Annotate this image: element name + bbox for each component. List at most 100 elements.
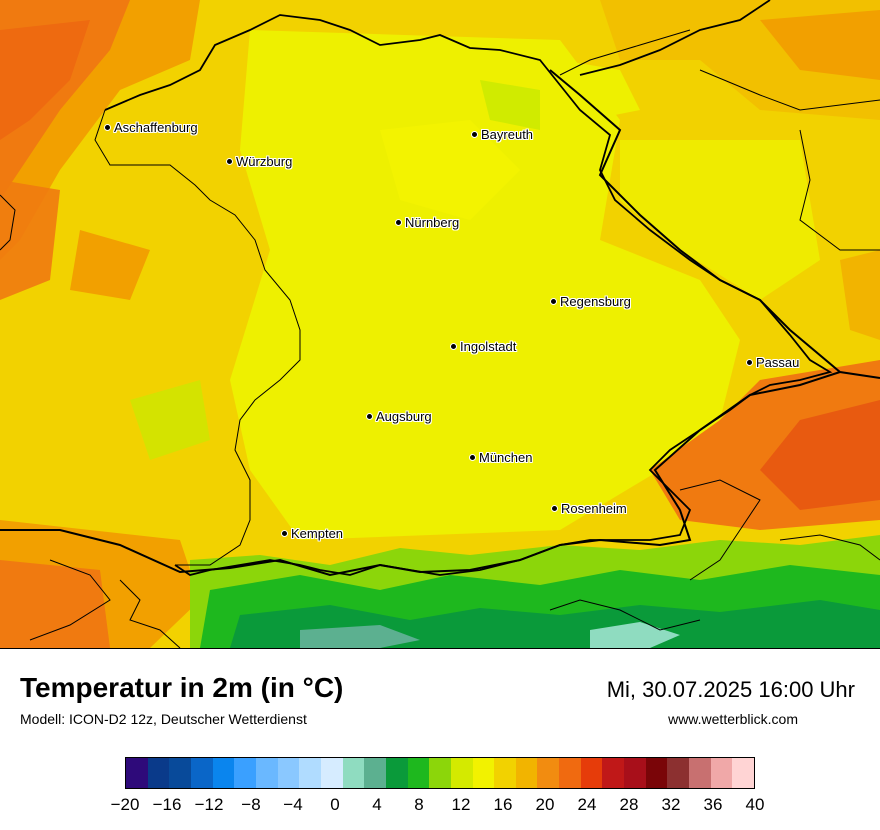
colorbar-tick-label: −8 bbox=[241, 795, 261, 814]
colorbar-tick-label: 16 bbox=[493, 795, 513, 814]
city-dot bbox=[471, 130, 478, 138]
colorbar-tick-label: 36 bbox=[703, 795, 723, 814]
city-marker: Passau bbox=[746, 354, 799, 370]
colorbar-swatch bbox=[277, 758, 300, 788]
colorbar-tick-label: 24 bbox=[577, 795, 597, 814]
hot-zone bbox=[760, 400, 880, 510]
city-dot bbox=[551, 504, 558, 512]
state-border bbox=[119, 579, 181, 648]
state-border bbox=[779, 534, 880, 561]
colorbar-swatch bbox=[407, 758, 430, 788]
state-border bbox=[0, 194, 16, 251]
city-dot bbox=[746, 358, 753, 366]
city-dot bbox=[366, 412, 373, 420]
hot-zone bbox=[0, 20, 90, 140]
colorbar-swatch bbox=[472, 758, 495, 788]
city-label: Augsburg bbox=[376, 408, 432, 424]
colorbar-tick-label: 4 bbox=[372, 795, 382, 814]
colorbar-swatch bbox=[515, 758, 538, 788]
colorbar-swatch bbox=[147, 758, 170, 788]
colorbar-tick-label: 40 bbox=[745, 795, 765, 814]
colorbar-swatch bbox=[537, 758, 560, 788]
city-label: Rosenheim bbox=[561, 500, 627, 516]
city-label: Bayreuth bbox=[481, 126, 534, 142]
colorbar-swatch bbox=[710, 758, 733, 788]
state-border bbox=[549, 599, 701, 631]
state-border bbox=[94, 109, 301, 566]
colorbar-swatch bbox=[385, 758, 408, 788]
city-marker: Nürnberg bbox=[395, 214, 459, 230]
state-border bbox=[799, 129, 880, 251]
colorbar-tick-label: −16 bbox=[152, 795, 182, 814]
country-border bbox=[579, 0, 771, 76]
model-info: Modell: ICON-D2 12z, Deutscher Wetterdie… bbox=[20, 711, 307, 727]
colorbar-swatch bbox=[429, 758, 451, 788]
city-dot bbox=[104, 123, 111, 131]
temperature-map: Aschaffenburg Würzburg Bayreuth Nürnberg… bbox=[0, 0, 880, 649]
country-border bbox=[0, 371, 841, 577]
city-dot bbox=[226, 157, 233, 165]
colorbar-tick-label: 8 bbox=[414, 795, 424, 814]
map-canvas bbox=[0, 0, 880, 648]
warm-zone bbox=[230, 30, 740, 540]
warm-zone bbox=[480, 80, 540, 130]
colorbar-swatch bbox=[126, 758, 148, 788]
city-marker: Augsburg bbox=[366, 408, 432, 424]
state-border bbox=[699, 69, 880, 111]
city-label: Aschaffenburg bbox=[114, 119, 198, 135]
city-label: Nürnberg bbox=[405, 214, 460, 230]
colorbar-swatch bbox=[190, 758, 213, 788]
hot-zone bbox=[760, 10, 880, 80]
city-dot bbox=[550, 297, 557, 305]
city-marker: Kempten bbox=[281, 525, 343, 541]
colorbar-tick-label: −4 bbox=[283, 795, 303, 814]
city-label: Passau bbox=[756, 354, 800, 370]
city-marker: München bbox=[469, 449, 532, 465]
website-label: www.wetterblick.com bbox=[668, 711, 798, 727]
city-label: Ingolstadt bbox=[460, 338, 517, 354]
city-marker: Ingolstadt bbox=[450, 338, 516, 354]
colorbar-swatch bbox=[234, 758, 256, 788]
colorbar-tick-label: 28 bbox=[619, 795, 639, 814]
city-marker: Rosenheim bbox=[551, 500, 627, 516]
state-border bbox=[679, 479, 761, 581]
colorbar-swatch bbox=[450, 758, 473, 788]
map-title: Temperatur in 2m (in °C) bbox=[20, 672, 344, 703]
hot-zone bbox=[0, 560, 110, 648]
colorbar-tick-label: 12 bbox=[451, 795, 471, 814]
city-label: München bbox=[479, 449, 533, 465]
temperature-colorbar bbox=[125, 757, 755, 789]
colorbar-swatch bbox=[320, 758, 343, 788]
colorbar-swatch bbox=[624, 758, 646, 788]
colorbar-tick-label: 0 bbox=[330, 795, 340, 814]
city-marker: Aschaffenburg bbox=[104, 119, 198, 135]
colorbar-swatch bbox=[342, 758, 365, 788]
colorbar-swatch bbox=[255, 758, 278, 788]
warm-zone bbox=[130, 380, 210, 460]
colorbar-swatch bbox=[364, 758, 386, 788]
colorbar-swatch bbox=[559, 758, 581, 788]
colorbar-swatch bbox=[169, 758, 191, 788]
city-label: Regensburg bbox=[560, 293, 631, 309]
colorbar-tick-label: 32 bbox=[661, 795, 681, 814]
colorbar-swatch bbox=[494, 758, 516, 788]
colorbar-ticks: −20 −16 −12 −8 −4 0 4 8 12 16 20 24 28 32 36 40 bbox=[0, 795, 880, 820]
city-label: Kempten bbox=[291, 525, 344, 541]
hot-zone bbox=[70, 230, 150, 300]
country-border bbox=[549, 69, 880, 379]
colorbar-swatch bbox=[645, 758, 668, 788]
colorbar-swatch bbox=[689, 758, 711, 788]
city-marker: Regensburg bbox=[550, 293, 631, 309]
city-dot bbox=[469, 453, 476, 461]
city-marker: Bayreuth bbox=[471, 126, 533, 142]
city-dot bbox=[281, 529, 288, 537]
colorbar-swatch bbox=[299, 758, 321, 788]
colorbar-swatch bbox=[212, 758, 235, 788]
city-marker: Würzburg bbox=[226, 153, 292, 169]
city-label: Würzburg bbox=[236, 153, 293, 169]
city-dot bbox=[395, 218, 402, 226]
city-dot bbox=[450, 342, 457, 350]
warm-zone bbox=[380, 120, 520, 220]
warm-zone bbox=[620, 140, 820, 300]
valid-time: Mi, 30.07.2025 16:00 Uhr bbox=[606, 677, 855, 702]
